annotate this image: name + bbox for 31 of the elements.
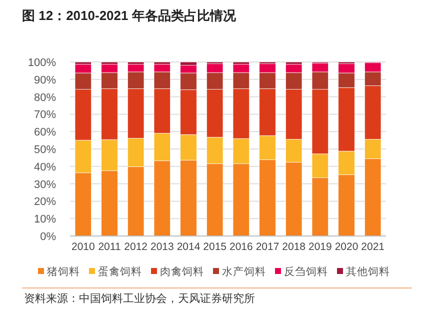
x-tick-label: 2020 bbox=[334, 241, 358, 253]
y-tick-label: 70% bbox=[34, 109, 56, 122]
legend-label: 反刍饲料 bbox=[284, 265, 328, 278]
x-tick-label: 2011 bbox=[98, 241, 121, 253]
legend-label: 水产饲料 bbox=[222, 265, 266, 278]
y-tick-label: 60% bbox=[34, 126, 56, 139]
y-tick-label: 80% bbox=[34, 92, 56, 104]
legend-label: 蛋禽饲料 bbox=[98, 265, 142, 278]
x-tick-label: 2012 bbox=[124, 241, 148, 253]
x-tick-label: 2013 bbox=[150, 241, 174, 253]
legend-label: 肉禽饲料 bbox=[160, 265, 204, 278]
y-tick-label: 40% bbox=[34, 161, 56, 174]
x-tick-label: 2010 bbox=[71, 241, 96, 253]
x-tick-label: 2017 bbox=[256, 241, 280, 253]
y-tick-label: 20% bbox=[34, 196, 56, 208]
x-tick-label: 2021 bbox=[361, 241, 385, 253]
y-tick-label: 90% bbox=[34, 74, 56, 86]
y-tick-label: 50% bbox=[34, 144, 56, 156]
y-tick-label: 100% bbox=[28, 57, 56, 69]
legend-label: 其他饲料 bbox=[346, 265, 390, 278]
legend-label: 猪饲料 bbox=[47, 265, 80, 278]
x-tick-label: 2019 bbox=[308, 241, 332, 253]
y-tick-label: 0% bbox=[40, 231, 56, 243]
text: 资料来源：中国饲料工业协会，天风证券研究所 bbox=[24, 292, 255, 305]
y-tick-label: 30% bbox=[34, 178, 56, 191]
x-tick-label: 2018 bbox=[282, 241, 306, 253]
chart-title: 图 12：2010-2021 年各品类占比情况 bbox=[22, 8, 237, 23]
x-tick-label: 2015 bbox=[203, 241, 227, 253]
y-tick-label: 10% bbox=[34, 214, 56, 226]
x-tick-label: 2016 bbox=[229, 241, 254, 253]
x-tick-label: 2014 bbox=[176, 241, 200, 253]
